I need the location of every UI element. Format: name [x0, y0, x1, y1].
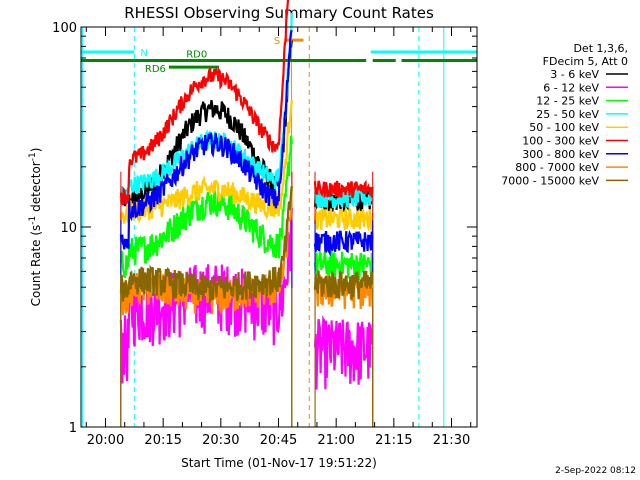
flag-label-rd6: RD6	[145, 64, 166, 75]
flag-label-s: S	[274, 36, 280, 47]
x-tick-label-4: 21:00	[317, 433, 354, 448]
generation-timestamp: 2-Sep-2022 08:12	[555, 466, 636, 476]
plot-layer: N RD0 RD6 S	[81, 0, 477, 427]
flag-label-rd0: RD0	[186, 49, 207, 60]
axes-layer: 1 10 100 20:00 20:15 20:30 20:45 21:00 21:15 21:3…	[52, 21, 478, 448]
chart-title: RHESSI Observing Summary Count Rates	[124, 4, 434, 22]
legend-header-line-2: FDecim 5, Att 0	[543, 55, 628, 68]
legend-header-line-1: Det 1,3,6,	[573, 42, 628, 55]
series-line-5	[119, 0, 374, 206]
legend-label-7: 800 - 7000 keV	[515, 161, 599, 174]
series-line-6	[119, 29, 374, 257]
x-tick-label-0: 20:00	[87, 433, 124, 448]
x-tick-label-6: 21:30	[433, 433, 470, 448]
y-tick-label-1: 10	[60, 221, 77, 236]
series-line-3	[119, 12, 374, 210]
x-tick-label-2: 20:30	[202, 433, 239, 448]
legend-label-3: 25 - 50 keV	[536, 108, 599, 121]
legend-label-1: 6 - 12 keV	[543, 81, 599, 94]
legend-label-4: 50 - 100 keV	[529, 121, 599, 134]
legend-label-6: 300 - 800 keV	[522, 148, 599, 161]
legend-label-5: 100 - 300 keV	[522, 135, 599, 148]
plot-frame	[80, 26, 478, 428]
y-axis-label: Count Rate (s-1 detector-1)	[28, 148, 43, 307]
series-line-8	[119, 185, 374, 303]
x-tick-label-3: 20:45	[260, 433, 297, 448]
series-line-4	[119, 99, 374, 232]
flag-label-n: N	[140, 48, 147, 59]
y-tick-label-2: 100	[52, 21, 77, 36]
legend-label-0: 3 - 6 keV	[550, 68, 599, 81]
x-axis-label: Start Time (01-Nov-17 19:51:22)	[181, 456, 377, 470]
x-tick-label-5: 21:15	[375, 433, 412, 448]
series-line-2	[119, 135, 374, 281]
x-tick-label-1: 20:15	[144, 433, 181, 448]
legend-label-2: 12 - 25 keV	[536, 95, 599, 108]
y-tick-label-0: 1	[69, 421, 77, 436]
legend-label-8: 7000 - 15000 keV	[501, 174, 599, 187]
